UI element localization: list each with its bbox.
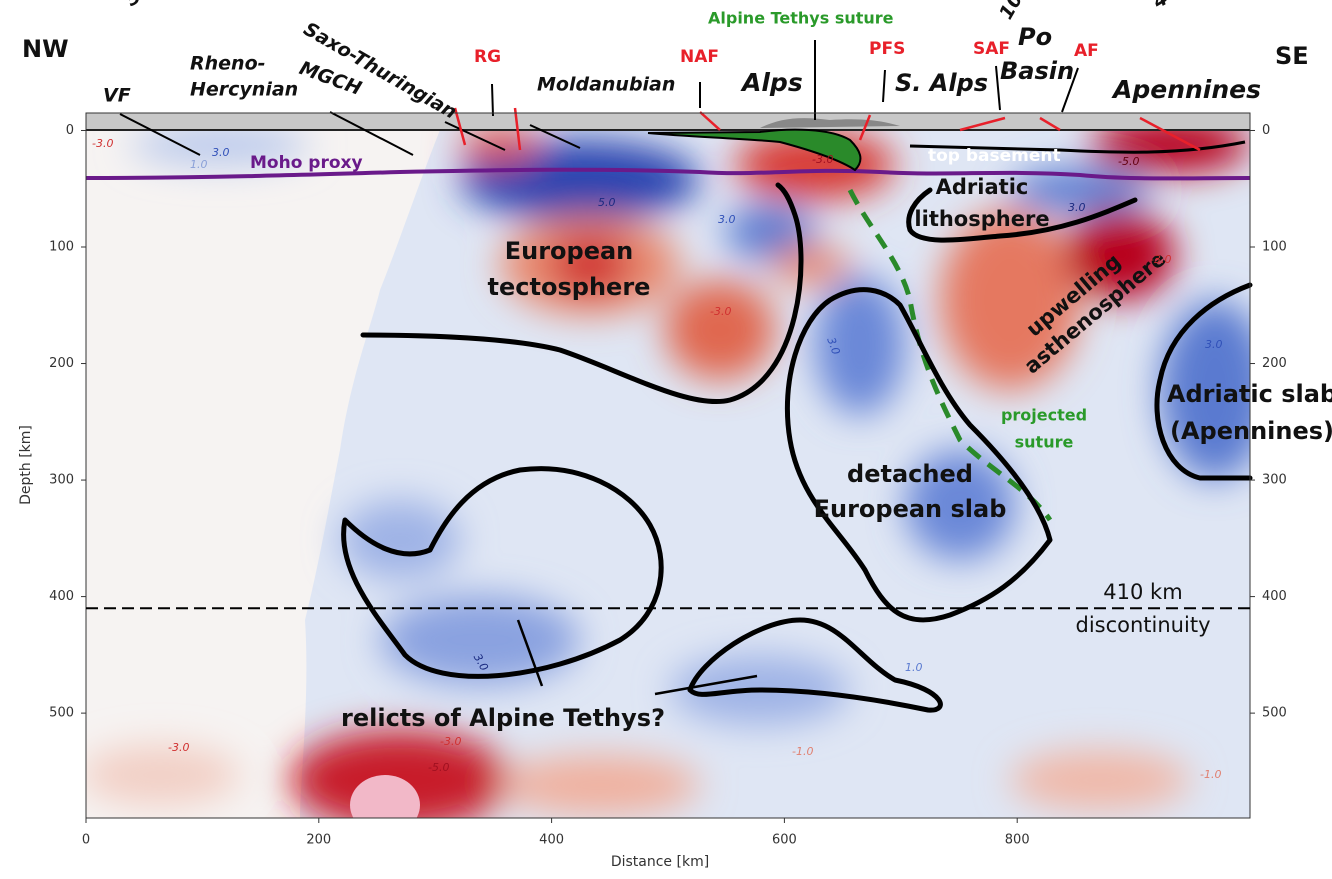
y-axis-label: Depth [km] (18, 425, 34, 505)
contour-label: 1.0 (190, 158, 208, 171)
contour-label: -1.0 (792, 745, 813, 758)
annotation: relicts of Alpine Tethys? (341, 704, 665, 732)
x-tick-label: 800 (1005, 833, 1030, 848)
annotation: SE (1275, 42, 1309, 70)
contour-label: 3.0 (1068, 201, 1086, 214)
contour-label: 5.0 (598, 196, 616, 209)
annotation: 51° (122, 0, 164, 11)
annotation: 410 km (1103, 580, 1182, 604)
contour-label: -3.0 (710, 305, 731, 318)
tomography (86, 113, 1250, 818)
annotation: NAF (680, 47, 719, 67)
annotation: tectosphere (488, 273, 651, 301)
contour-label: -3.0 (168, 741, 189, 754)
contour-label: 3.0 (824, 336, 842, 357)
y-tick-label: 500 (49, 706, 74, 721)
annotation: 44° (1148, 0, 1191, 14)
annotation: AF (1074, 41, 1099, 61)
x-tick-label: 600 (772, 833, 797, 848)
annotation: VF (103, 85, 131, 107)
contour-label: 3.0 (212, 146, 230, 159)
annotation: detached (847, 460, 973, 488)
annotation: lithosphere (914, 207, 1049, 231)
y-tick-label: 300 (1262, 473, 1287, 488)
y-tick-label: 0 (1262, 123, 1270, 138)
annotation: (Apennines) (1170, 417, 1332, 445)
plot-frame (85, 112, 1251, 819)
contour-label: -3.0 (1150, 253, 1171, 266)
y-tick-label: 100 (49, 240, 74, 255)
y-tick-label: 500 (1262, 706, 1287, 721)
x-tick-label: 0 (82, 833, 90, 848)
contour-label: 3.0 (1205, 338, 1223, 351)
annotation: PFS (869, 39, 905, 59)
x-axis-label: Distance [km] (611, 854, 709, 870)
contour-label: 1.0 (905, 661, 923, 674)
annotation: Moho proxy (250, 153, 363, 173)
annotation: Alpine Tethys suture (708, 9, 894, 28)
y-tick-label: 0 (66, 123, 74, 138)
annotation: European slab (814, 495, 1007, 523)
axes: 0 0 100 100 200 200 300 300 400 400 500 500 0 200 400 6… (49, 123, 1287, 848)
contour-label: 3.0 (718, 213, 736, 226)
annotation: Adriatic slab (1167, 380, 1332, 408)
contour-label: -3.0 (812, 153, 833, 166)
annotation: Hercynian (190, 79, 298, 101)
annotation: NW (22, 35, 69, 63)
contour-label: -3.0 (440, 735, 461, 748)
annotation: RG (474, 47, 501, 67)
annotation: Rheno- (190, 53, 266, 75)
interpretation (85, 40, 1253, 713)
annotation: European (505, 237, 634, 265)
annotation: suture (1015, 433, 1074, 452)
x-tick-label: 400 (539, 833, 564, 848)
annotation: projected (1001, 406, 1087, 425)
y-tick-label: 300 (49, 473, 74, 488)
y-tick-label: 400 (49, 589, 74, 604)
contour-label: -5.0 (1118, 155, 1139, 168)
annotation: Moldanubian (537, 74, 675, 96)
annotation: discontinuity (1076, 613, 1211, 637)
annotation: Alps (740, 68, 803, 97)
y-tick-label: 100 (1262, 240, 1287, 255)
y-tick-label: 200 (49, 356, 74, 371)
annotation: SAF (973, 39, 1010, 59)
y-tick-label: 200 (1262, 356, 1287, 371)
annotation: Adriatic (936, 175, 1029, 199)
contour-label: -5.0 (428, 761, 449, 774)
y-tick-label: 400 (1262, 589, 1287, 604)
annotation: top basement (928, 146, 1061, 166)
contour-label: -3.0 (92, 137, 113, 150)
contour-label: -1.0 (1200, 768, 1221, 781)
annotation: Apennines (1111, 75, 1261, 104)
annotation: S. Alps (895, 69, 988, 97)
x-tick-label: 200 (306, 833, 331, 848)
annotation: Po (1018, 23, 1052, 51)
annotation: Basin (1000, 57, 1074, 85)
annotation: 10 (995, 0, 1027, 23)
